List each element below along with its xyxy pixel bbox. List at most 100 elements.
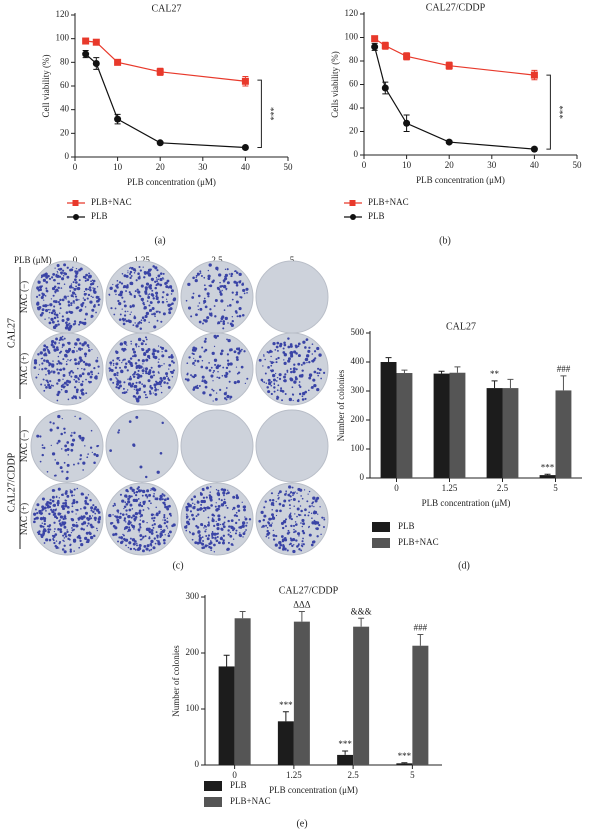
colony: [157, 345, 160, 347]
colony: [155, 381, 160, 386]
legend-swatch: [204, 781, 222, 791]
colony: [305, 354, 310, 358]
colony: [201, 536, 204, 539]
colony: [109, 286, 113, 290]
colony: [115, 350, 119, 354]
colony: [212, 371, 215, 374]
colony: [53, 305, 56, 308]
colony: [45, 277, 48, 279]
y-tick-label: 0: [360, 472, 365, 482]
colony: [71, 529, 74, 532]
colony: [47, 528, 50, 531]
colony: [146, 544, 150, 548]
colony: [145, 336, 147, 339]
colony: [159, 377, 163, 380]
colony: [118, 429, 121, 432]
colony: [289, 491, 293, 494]
colony: [208, 362, 210, 364]
colony: [84, 287, 88, 291]
colony: [202, 319, 206, 322]
colony: [64, 514, 66, 516]
legend-swatch: [372, 538, 390, 548]
colony: [225, 391, 227, 393]
colony: [207, 269, 209, 272]
colony: [81, 380, 84, 383]
colony: [208, 369, 212, 372]
colony: [283, 341, 286, 344]
colony: [228, 370, 231, 373]
colony: [291, 486, 294, 489]
colony: [201, 546, 204, 550]
colony: [90, 295, 93, 298]
colony: [57, 272, 59, 274]
colony: [64, 535, 68, 538]
x-tick-label: 0: [73, 162, 78, 172]
colony: [269, 499, 272, 502]
colony: [132, 444, 136, 447]
colony: [155, 291, 159, 295]
colony: [134, 322, 136, 324]
colony: [89, 498, 92, 502]
colony: [45, 287, 48, 290]
colony: [133, 388, 135, 390]
colony: [230, 272, 234, 276]
colony: [75, 500, 79, 504]
colony: [42, 273, 47, 277]
colony: [222, 500, 227, 505]
colony: [64, 448, 68, 452]
colony: [115, 293, 117, 296]
colony: [288, 543, 291, 546]
colony: [69, 290, 72, 292]
colony: [211, 543, 213, 545]
colony: [133, 271, 136, 274]
colony: [152, 513, 155, 516]
colony: [97, 365, 100, 368]
colony: [193, 495, 197, 499]
colony: [201, 375, 205, 379]
colony: [297, 345, 300, 348]
colony: [88, 275, 92, 279]
x-tick-label: 5: [553, 483, 558, 493]
colony: [53, 348, 57, 352]
colony: [211, 518, 215, 523]
colony: [90, 429, 93, 432]
colony: [52, 345, 56, 349]
colony: [123, 528, 126, 531]
colony: [170, 289, 174, 293]
colony: [204, 337, 207, 340]
colony: [92, 296, 94, 299]
error-bar: [417, 634, 424, 646]
colony: [48, 385, 52, 390]
colony: [308, 505, 312, 508]
colony: [153, 523, 156, 526]
colony: [213, 334, 217, 338]
colony: [35, 295, 39, 298]
colony: [94, 512, 97, 515]
colony: [287, 359, 291, 363]
colony: [278, 490, 282, 494]
y-axis-label: Number of colonies: [171, 645, 181, 717]
colony: [213, 543, 216, 547]
colony: [92, 279, 96, 283]
colony: [137, 498, 140, 500]
colony: [44, 295, 47, 297]
colony: [301, 518, 305, 523]
colony: [170, 370, 174, 374]
colony: [48, 364, 51, 367]
colony: [267, 537, 270, 539]
colony: [277, 492, 280, 495]
colony: [264, 358, 266, 361]
colony: [213, 358, 218, 362]
colony: [186, 517, 188, 519]
colony: [220, 503, 225, 507]
annotation: ###: [414, 623, 428, 633]
colony: [65, 363, 68, 366]
colony: [89, 375, 93, 379]
colony: [124, 310, 127, 313]
colony: [52, 504, 55, 507]
colony: [53, 541, 56, 545]
colony: [227, 489, 229, 491]
colony: [158, 497, 162, 501]
colony: [56, 501, 60, 505]
colony: [128, 377, 132, 381]
